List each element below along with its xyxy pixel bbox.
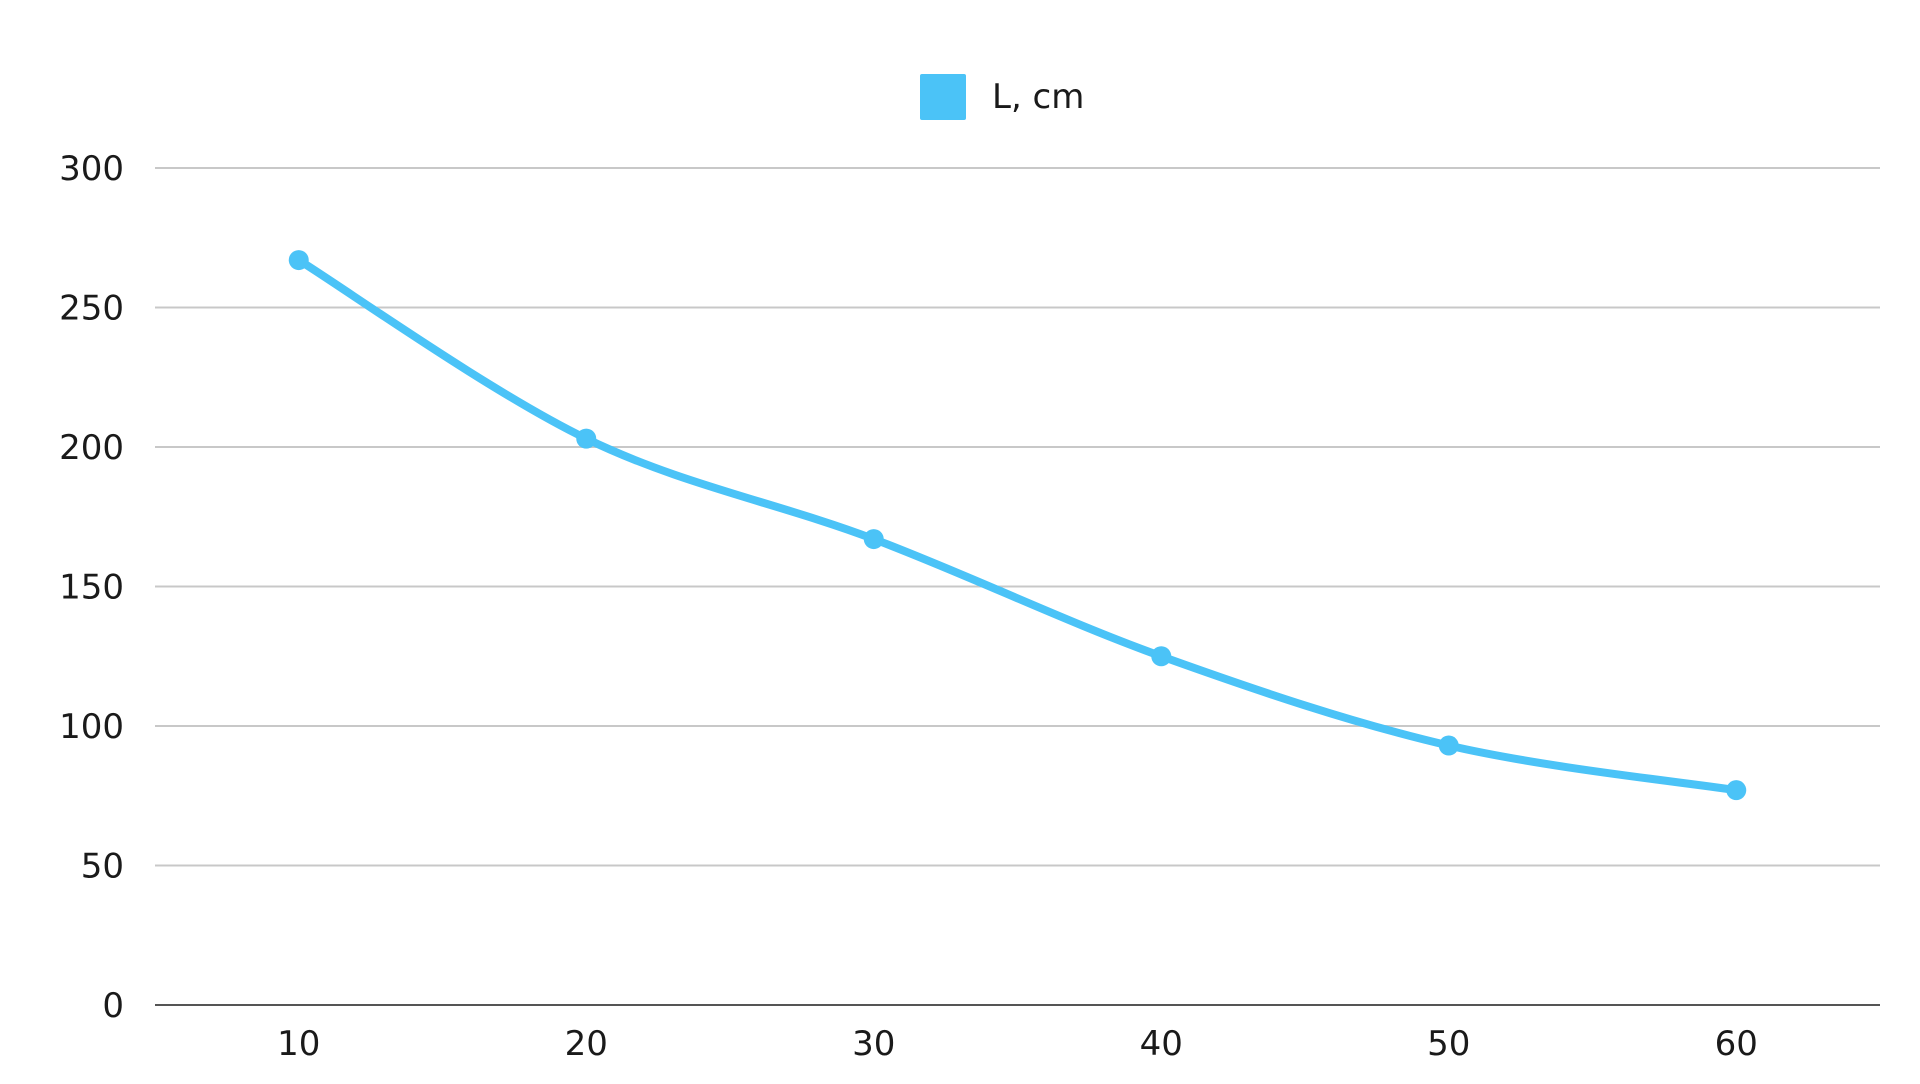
x-tick-label: 50 [1427, 1024, 1470, 1064]
data-point [288, 250, 309, 271]
x-tick-label: 60 [1715, 1024, 1758, 1064]
x-tick-label: 20 [565, 1024, 608, 1064]
y-tick-label: 0 [102, 986, 124, 1026]
y-tick-label: 150 [59, 568, 124, 608]
y-tick-label: 50 [81, 847, 124, 887]
data-point [1151, 646, 1172, 667]
data-point [863, 529, 884, 550]
x-tick-label: 10 [277, 1024, 320, 1064]
legend: L, cm [920, 74, 1084, 120]
x-tick-label: 40 [1140, 1024, 1183, 1064]
data-point [576, 428, 597, 449]
legend-label: L, cm [992, 77, 1085, 117]
y-tick-label: 250 [59, 289, 124, 329]
y-tick-label: 100 [59, 707, 124, 747]
data-point [1438, 735, 1459, 756]
x-tick-label: 30 [852, 1024, 895, 1064]
y-tick-label: 300 [59, 149, 124, 189]
legend-swatch [920, 74, 966, 120]
y-tick-label: 200 [59, 428, 124, 468]
series-line [294, 256, 1741, 795]
data-point [1726, 780, 1747, 801]
